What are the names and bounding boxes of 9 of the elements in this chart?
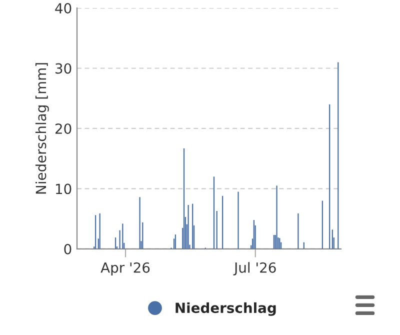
x-tick-label: Apr '26 bbox=[100, 262, 150, 276]
y-tick-label: 30 bbox=[56, 63, 72, 74]
x-tick-label: Jul '26 bbox=[233, 262, 276, 276]
y-tick-label: 10 bbox=[56, 184, 72, 194]
y-tick-label: 0 bbox=[64, 244, 72, 254]
y-tick-label: 40 bbox=[55, 3, 72, 14]
legend-label: Niederschlag bbox=[176, 302, 276, 316]
y-tick-label: 20 bbox=[55, 123, 72, 134]
y-axis-title: Niederschlag [mm] bbox=[35, 63, 49, 194]
